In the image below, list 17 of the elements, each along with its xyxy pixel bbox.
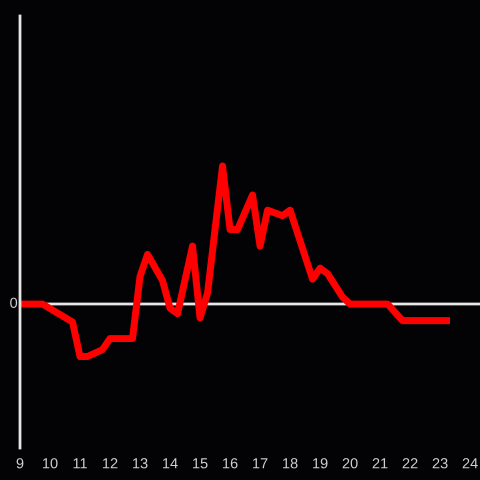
- x-tick-label: 9: [16, 458, 24, 468]
- ref-line-label: 0: [10, 298, 18, 308]
- x-tick-label: 23: [432, 458, 448, 468]
- x-tick-label: 18: [283, 458, 298, 468]
- x-tick-label: 13: [133, 458, 148, 468]
- x-tick-label: 11: [74, 458, 87, 468]
- x-tick-label: 19: [313, 458, 328, 468]
- x-tick-label: 21: [372, 458, 388, 468]
- x-tick-label: 17: [253, 458, 268, 468]
- x-tick-label: 16: [223, 458, 238, 468]
- x-tick-label: 20: [342, 458, 358, 468]
- x-tick-label: 22: [402, 458, 418, 468]
- x-tick-label: 15: [193, 458, 208, 468]
- x-tick-label: 14: [163, 458, 178, 468]
- x-tick-label: 24: [462, 458, 478, 468]
- x-tick-label: 12: [103, 458, 118, 468]
- x-tick-label: 10: [43, 458, 58, 468]
